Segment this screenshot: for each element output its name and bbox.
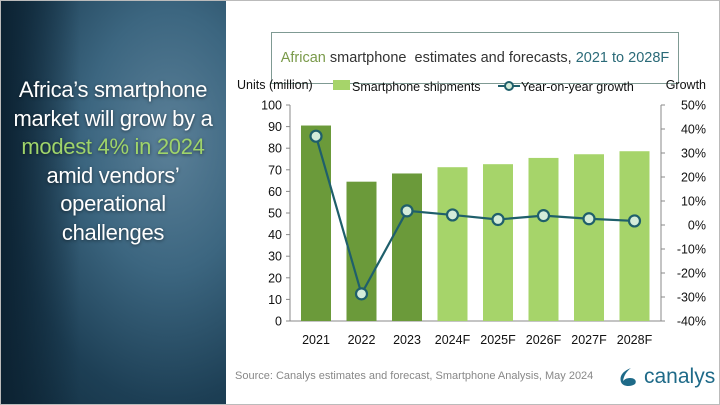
source-note: Source: Canalys estimates and forecast, …	[235, 370, 594, 382]
canalys-logo: canalys	[617, 365, 715, 389]
y-right-tick-label: 50%	[681, 99, 706, 113]
y-left-tick-label: 10	[268, 293, 282, 307]
growth-marker	[627, 214, 642, 228]
growth-marker	[354, 287, 369, 301]
y-left-tick-label: 30	[268, 250, 282, 264]
y-left-label: Units (million)	[237, 78, 313, 92]
y-left-tick-label: 0	[275, 315, 282, 329]
x-tick-label: 2028F	[617, 333, 653, 347]
bar	[619, 151, 650, 321]
x-tick-label: 2024F	[435, 333, 471, 347]
x-tick-label: 2027F	[571, 333, 607, 347]
growth-marker	[582, 212, 596, 226]
y-left-tick-label: 80	[268, 142, 282, 156]
growth-marker	[309, 129, 323, 143]
y-right-tick-label: -40%	[677, 315, 706, 329]
legend-line: Year-on-year growth	[521, 80, 634, 94]
y-right-tick-label: -30%	[677, 291, 706, 305]
y-right-tick-label: -10%	[677, 243, 706, 257]
growth-marker	[491, 212, 505, 227]
y-left-tick-label: 40	[268, 228, 282, 242]
y-right-tick-label: 40%	[681, 123, 706, 137]
bar	[574, 154, 604, 321]
bar	[392, 173, 422, 321]
x-tick-label: 2025F	[480, 333, 516, 347]
bar	[301, 125, 331, 322]
y-right-tick-label: 30%	[681, 147, 706, 161]
x-tick-label: 2023	[393, 333, 421, 347]
bar	[437, 167, 468, 321]
growth-line	[314, 135, 635, 297]
hero-panel: Africa’s smartphone market will grow by …	[0, 0, 226, 405]
headline: Africa’s smartphone market will grow by …	[13, 77, 213, 245]
y-left-tick-label: 100	[261, 99, 282, 113]
chart-title: African smartphone estimates and forecas…	[271, 32, 679, 84]
y-right-tick-label: 0%	[688, 219, 706, 233]
legend-bar-swatch	[333, 80, 350, 90]
legend-line-marker	[504, 81, 514, 91]
canalys-logo-icon	[620, 368, 636, 387]
legend-bars: Smartphone shipments	[352, 80, 481, 94]
y-right-tick-label: 20%	[681, 171, 706, 185]
bar	[528, 157, 559, 321]
y-left-tick-label: 20	[268, 271, 282, 285]
x-tick-label: 2022	[348, 333, 376, 347]
growth-marker	[400, 204, 414, 218]
y-right-tick-label: 10%	[681, 195, 706, 209]
y-left-tick-label: 50	[268, 207, 282, 221]
bar	[483, 164, 513, 321]
y-left-tick-label: 70	[268, 163, 282, 177]
y-left-tick-label: 90	[268, 120, 282, 134]
y-right-tick-label: -20%	[677, 267, 706, 281]
x-tick-label: 2021	[302, 333, 330, 347]
y-right-label: Growth	[666, 78, 706, 92]
x-tick-label: 2026F	[526, 333, 562, 347]
y-left-tick-label: 60	[268, 185, 282, 199]
growth-marker	[536, 209, 551, 223]
growth-marker	[445, 208, 460, 222]
